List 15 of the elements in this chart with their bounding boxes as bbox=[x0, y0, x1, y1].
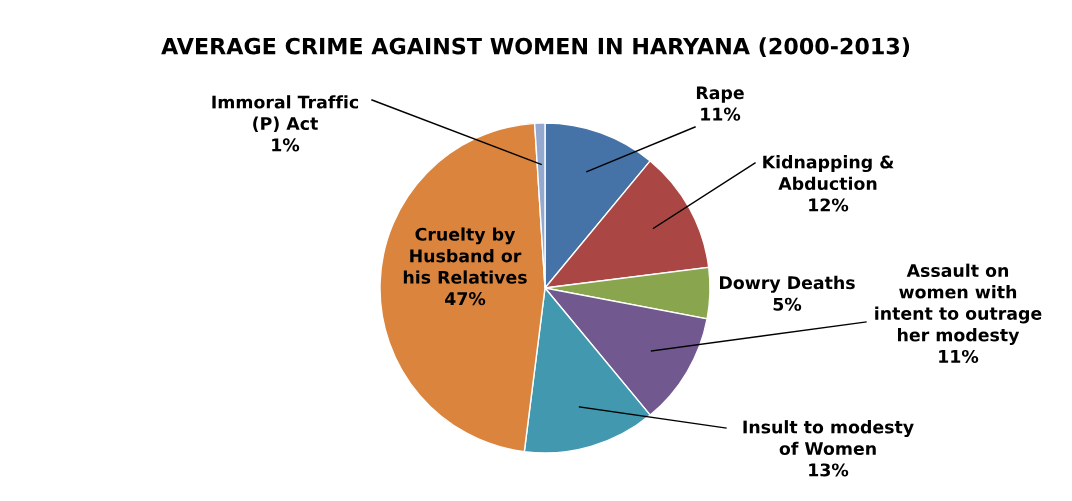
slice-label: Immoral Traffic (P) Act bbox=[212, 95, 359, 133]
data-label: 47% bbox=[445, 292, 486, 306]
data-label: 5% bbox=[773, 297, 802, 311]
slice-label: Cruelty by Husband or his Relatives bbox=[403, 227, 527, 284]
data-label: 1% bbox=[272, 138, 300, 152]
slice-label: Assault on women with intent to outrage her modesty bbox=[875, 263, 1042, 345]
slice-label: Rape bbox=[696, 86, 744, 103]
chart-title: AVERAGE CRIME AGAINST WOMEN IN HARYANA (2000-2013) bbox=[161, 37, 910, 58]
data-label: 11% bbox=[701, 107, 741, 121]
slice-label: Insult to modesty of Women bbox=[743, 420, 914, 456]
data-label: 11% bbox=[939, 349, 979, 364]
slice-label: Dowry Deaths bbox=[720, 275, 855, 293]
slice-label: Kidnapping & Abduction bbox=[763, 155, 894, 191]
data-label: 12% bbox=[809, 198, 849, 212]
data-label: 13% bbox=[809, 463, 849, 477]
